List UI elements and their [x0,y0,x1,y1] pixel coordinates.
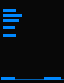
FancyBboxPatch shape [44,77,61,80]
FancyBboxPatch shape [3,26,15,29]
FancyBboxPatch shape [3,19,19,22]
FancyBboxPatch shape [1,77,15,80]
FancyBboxPatch shape [3,14,22,17]
FancyBboxPatch shape [3,34,16,37]
FancyBboxPatch shape [3,9,16,12]
